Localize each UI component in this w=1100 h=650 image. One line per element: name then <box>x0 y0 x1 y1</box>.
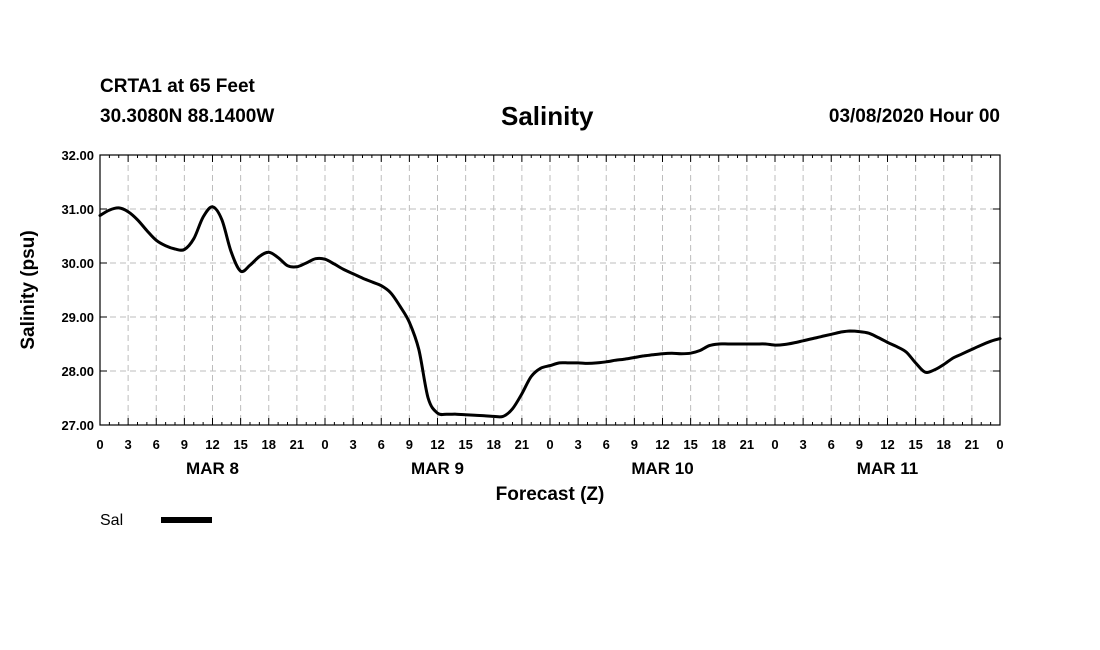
x-tick-label: 21 <box>740 437 754 452</box>
y-axis-title: Salinity (psu) <box>18 230 39 349</box>
x-tick-label: 0 <box>321 437 328 452</box>
x-tick-label: 9 <box>856 437 863 452</box>
y-tick-label: 29.00 <box>61 310 94 325</box>
x-tick-label: 12 <box>655 437 669 452</box>
series-layer <box>98 205 1002 419</box>
x-tick-label: 21 <box>290 437 304 452</box>
station-label: CRTA1 at 65 Feet <box>100 76 255 97</box>
day-label: MAR 11 <box>857 459 918 478</box>
series-line-sal <box>98 205 1002 419</box>
x-tick-label: 9 <box>631 437 638 452</box>
x-tick-label: 15 <box>908 437 922 452</box>
x-tick-label: 6 <box>378 437 385 452</box>
legend-label: Sal <box>100 512 123 529</box>
y-tick-label: 27.00 <box>61 418 94 433</box>
x-tick-label: 21 <box>965 437 979 452</box>
x-tick-label: 15 <box>233 437 247 452</box>
y-tick-label: 28.00 <box>61 364 94 379</box>
grid <box>100 155 1000 425</box>
coordinates-label: 30.3080N 88.1400W <box>100 106 275 127</box>
x-tick-label: 15 <box>458 437 472 452</box>
day-label: MAR 8 <box>186 459 239 478</box>
x-tick-label: 6 <box>603 437 610 452</box>
x-tick-label: 21 <box>515 437 529 452</box>
x-tick-label: 0 <box>546 437 553 452</box>
x-tick-label: 3 <box>575 437 582 452</box>
x-tick-label: 12 <box>880 437 894 452</box>
y-tick-label: 30.00 <box>61 256 94 271</box>
x-tick-label: 15 <box>683 437 697 452</box>
forecast-datetime: 03/08/2020 Hour 00 <box>828 106 1000 127</box>
x-tick-label: 6 <box>153 437 160 452</box>
x-tick-label: 3 <box>125 437 132 452</box>
x-tick-label: 18 <box>937 437 951 452</box>
x-tick-label: 12 <box>205 437 219 452</box>
x-tick-label: 0 <box>771 437 778 452</box>
x-tick-label: 3 <box>350 437 357 452</box>
x-tick-label: 18 <box>712 437 726 452</box>
plot-frame <box>99 154 1001 426</box>
y-tick-label: 31.00 <box>61 202 94 217</box>
x-tick-label: 9 <box>181 437 188 452</box>
axis-tick-labels: 0 3 6 9 12 15 18 21 0 3 6 9 12 15 18 21 0 3 6 9 12 15 18 21 0 3 6 9… <box>61 148 1003 478</box>
x-tick-label: 3 <box>800 437 807 452</box>
chart-title: Salinity <box>501 101 594 131</box>
x-tick-label: 9 <box>406 437 413 452</box>
y-tick-label: 32.00 <box>61 148 94 163</box>
x-tick-label: 12 <box>430 437 444 452</box>
x-tick-label: 0 <box>96 437 103 452</box>
day-label: MAR 9 <box>411 459 464 478</box>
x-axis-title: Forecast (Z) <box>496 484 605 505</box>
x-tick-label: 6 <box>828 437 835 452</box>
x-tick-label: 18 <box>262 437 276 452</box>
x-tick-label: 0 <box>996 437 1003 452</box>
x-tick-label: 18 <box>487 437 501 452</box>
day-label: MAR 10 <box>631 459 693 478</box>
